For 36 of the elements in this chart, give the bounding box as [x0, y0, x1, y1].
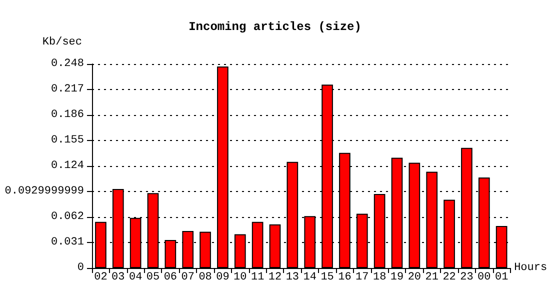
- x-tick-label: 14: [303, 272, 317, 284]
- x-tick-label: 20: [408, 272, 422, 284]
- x-tick-label: 23: [460, 272, 474, 284]
- x-tick-label: 13: [286, 272, 300, 284]
- y-tick-label: 0.186: [50, 109, 84, 121]
- x-tick-label: 02: [94, 272, 108, 284]
- x-tick-label: 11: [250, 272, 265, 284]
- x-tick-label: 10: [234, 272, 247, 284]
- x-tick-label: 06: [164, 272, 178, 284]
- x-tick-label: 22: [442, 272, 456, 284]
- chart-title: Incoming articles (size): [188, 20, 362, 34]
- x-tick-label: 18: [372, 272, 386, 284]
- x-tick-label: 04: [128, 272, 143, 284]
- x-tick-label: 07: [181, 272, 194, 284]
- x-tick-label: 01: [494, 272, 509, 284]
- x-tick-label: 09: [216, 272, 230, 284]
- x-tick-label: 05: [146, 272, 160, 284]
- y-tick-label: 0.031: [50, 236, 84, 248]
- x-tick-label: 08: [198, 272, 212, 284]
- y-tick-label: 0.062: [50, 211, 84, 223]
- x-tick-label: 03: [112, 272, 125, 284]
- y-tick-label: 0.124: [50, 160, 84, 172]
- x-tick-label: 00: [478, 272, 491, 284]
- y-axis-title: Kb/sec: [42, 36, 82, 48]
- x-tick-label: 19: [390, 272, 404, 284]
- y-tick-label: 0.248: [50, 58, 84, 70]
- x-tick-label: 16: [338, 272, 352, 284]
- x-tick-label: 21: [425, 272, 439, 284]
- x-tick-label: 17: [356, 272, 369, 284]
- y-tick-label: 0.155: [50, 134, 84, 146]
- x-tick-label: 12: [268, 272, 282, 284]
- y-tick-label: 0.0929999999: [4, 186, 84, 198]
- x-axis-title: Hours: [514, 262, 548, 274]
- y-tick-label: 0: [77, 262, 84, 274]
- y-tick-label: 0.217: [50, 84, 84, 96]
- x-tick-label: 15: [320, 272, 334, 284]
